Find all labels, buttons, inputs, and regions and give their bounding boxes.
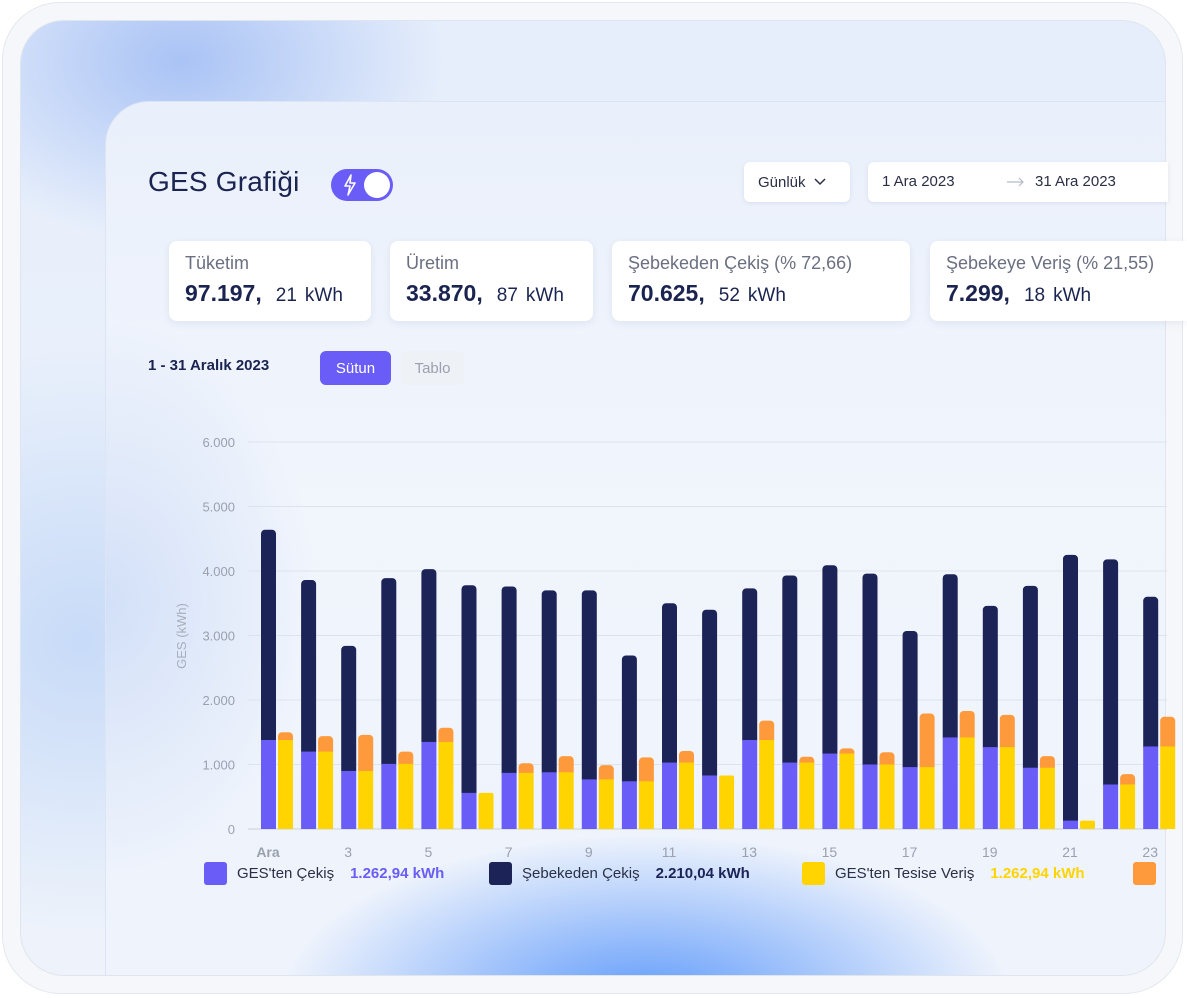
card-sebekeye-veris: Şebekeye Veriş (% 21,55) 7.299, 18 kWh [930,241,1187,321]
card-unit: kWh [747,285,786,306]
legend-value: 1.262,94 kWh [990,865,1085,882]
legend-name: GES'ten Tesise Veriş [835,865,975,882]
legend-swatch [204,862,227,885]
chevron-down-icon [814,178,826,186]
card-value-main: 7.299, [946,280,1010,306]
legend-item[interactable]: GES'ten Çekiş 1.262,94 kWh [204,862,444,885]
card-unit: kWh [304,285,343,306]
toggle-knob [364,172,390,198]
legend-name: Şebekeden Çekiş [522,865,640,882]
card-value-decimal: 18 [1023,285,1046,306]
legend-item[interactable] [1133,862,1166,885]
card-uretim: Üretim 33.870, 87 kWh [390,241,593,321]
table-view-button[interactable]: Tablo [401,351,464,385]
card-value-main: 70.625, [628,280,705,306]
legend-value: 2.210,04 kWh [655,865,750,882]
legend-swatch [489,862,512,885]
period-select-value: Günlük [758,173,806,191]
column-view-button[interactable]: Sütun [320,351,391,385]
date-range-picker[interactable]: 1 Ara 2023 31 Ara 2023 [868,162,1168,202]
card-label: Şebekeden Çekiş (% 72,66) [628,253,853,273]
card-sebekeden-cekis: Şebekeden Çekiş (% 72,66) 70.625, 52 kWh [612,241,910,321]
legend-name: GES'ten Çekiş [237,865,335,882]
card-value: 7.299, 18 kWh [946,280,1171,307]
legend-item[interactable]: Şebekeden Çekiş 2.210,04 kWh [489,862,750,885]
card-value-main: 97.197, [185,280,262,306]
arrow-right-icon [1007,177,1024,187]
card-value-decimal: 87 [496,285,518,306]
legend-swatch [1133,862,1156,885]
card-label: Şebekeye Veriş (% 21,55) [946,253,1155,273]
dashboard-panel [105,101,1165,975]
card-label: Tüketim [185,253,250,273]
card-unit: kWh [1053,285,1092,306]
bolt-icon [344,174,356,196]
legend-value: 1.262,94 kWh [350,865,445,882]
card-value: 97.197, 21 kWh [185,280,355,307]
card-value-main: 33.870, [406,280,483,306]
page-title: GES Grafiği [148,166,300,197]
card-value-decimal: 21 [275,285,297,306]
card-label: Üretim [406,253,459,273]
card-value: 33.870, 87 kWh [406,280,577,307]
card-tuketim: Tüketim 97.197, 21 kWh [169,241,371,321]
legend-item[interactable]: GES'ten Tesise Veriş 1.262,94 kWh [802,862,1085,885]
period-select[interactable]: Günlük [744,162,850,202]
card-unit: kWh [525,285,564,306]
card-value-decimal: 52 [718,285,740,306]
card-value: 70.625, 52 kWh [628,280,894,307]
ges-toggle[interactable] [331,169,393,201]
chart-period-label: 1 - 31 Aralık 2023 [148,357,270,374]
date-end: 31 Ara 2023 [1035,173,1116,190]
legend-swatch [802,862,825,885]
date-start: 1 Ara 2023 [882,173,955,190]
